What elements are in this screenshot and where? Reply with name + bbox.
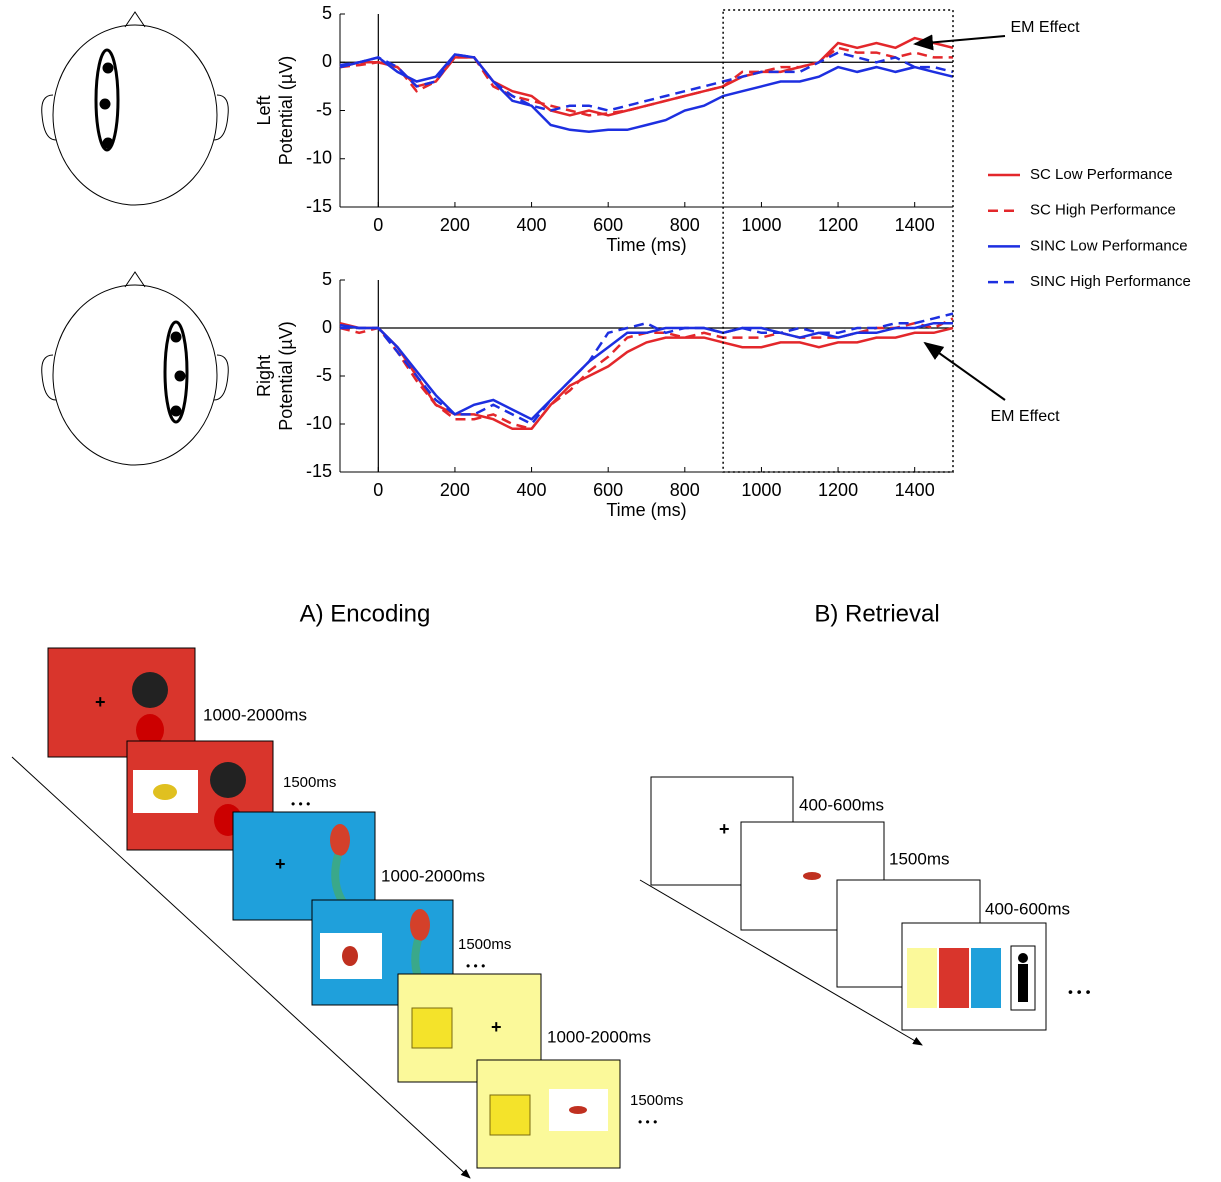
x-tick-label: 400 (517, 215, 547, 235)
ellipsis: • • • (291, 797, 310, 811)
y-tick-label: 0 (322, 51, 332, 71)
series-line (340, 53, 953, 111)
figure: A) Encoding B) Retrieval + + + + (0, 0, 1221, 1182)
annotation: EM Effect (990, 408, 1060, 425)
x-tick-label: 1400 (895, 480, 935, 500)
series-line (340, 55, 953, 132)
duration-label: 1000-2000ms (381, 866, 485, 885)
x-tick-label: 1000 (741, 480, 781, 500)
x-axis-label: Time (ms) (606, 500, 686, 520)
x-tick-label: 800 (670, 215, 700, 235)
y-tick-label: 5 (322, 3, 332, 23)
highlight-window (723, 10, 953, 472)
x-tick-label: 0 (373, 215, 383, 235)
y-axis-label: Potential (µV) (276, 56, 296, 165)
duration-label: 1500ms (283, 774, 336, 791)
panel-label: Left (254, 95, 274, 125)
encoding-screens: + + + (12, 648, 620, 1178)
ellipsis: • • • (1068, 984, 1091, 1000)
y-tick-label: -5 (316, 99, 332, 119)
x-axis-label: Time (ms) (606, 235, 686, 255)
y-tick-label: -10 (306, 413, 332, 433)
duration-label: 1000-2000ms (547, 1027, 651, 1046)
legend-label: SC High Performance (1030, 202, 1176, 219)
ellipsis: • • • (638, 1115, 657, 1129)
duration-label: 400-600ms (985, 899, 1070, 918)
duration-label: 1500ms (458, 936, 511, 953)
y-tick-label: 0 (322, 317, 332, 337)
svg-text:+: + (275, 854, 286, 874)
y-tick-label: 5 (322, 269, 332, 289)
svg-text:+: + (719, 819, 730, 839)
y-axis-label: Potential (µV) (276, 321, 296, 430)
y-tick-label: -10 (306, 148, 332, 168)
x-tick-label: 200 (440, 215, 470, 235)
series-line (340, 323, 953, 429)
line-chart: -15 -10 -5 0 5 0 200 400 600 800 1000 1200 1400 Time … (254, 269, 1060, 520)
x-tick-label: 0 (373, 480, 383, 500)
encoding-title: A) Encoding (300, 600, 431, 627)
series-line (340, 318, 953, 428)
annotation-arrow (915, 36, 1005, 44)
series-line (340, 323, 953, 419)
y-tick-label: -15 (306, 196, 332, 216)
ellipsis: • • • (466, 959, 485, 973)
series-line (340, 314, 953, 424)
x-tick-label: 600 (593, 215, 623, 235)
duration-label: 1000-2000ms (203, 705, 307, 724)
highlight-window (723, 10, 953, 472)
x-tick-label: 400 (517, 480, 547, 500)
legend-label: SC Low Performance (1030, 166, 1173, 183)
line-chart: -15 -10 -5 0 5 0 200 400 600 800 1000 1200 1400 Time … (254, 3, 1080, 255)
y-tick-label: -5 (316, 365, 332, 385)
x-tick-label: 600 (593, 480, 623, 500)
head-map-right (42, 272, 229, 465)
x-tick-label: 200 (440, 480, 470, 500)
duration-label: 1500ms (889, 849, 949, 868)
x-tick-label: 1200 (818, 480, 858, 500)
x-tick-label: 1400 (895, 215, 935, 235)
duration-label: 1500ms (630, 1092, 683, 1109)
annotation-arrow (925, 343, 1005, 400)
head-map-left (42, 12, 229, 205)
duration-label: 400-600ms (799, 795, 884, 814)
y-tick-label: -15 (306, 461, 332, 481)
legend-label: SINC Low Performance (1030, 237, 1188, 254)
x-tick-label: 800 (670, 480, 700, 500)
svg-text:+: + (491, 1017, 502, 1037)
svg-text:+: + (95, 692, 106, 712)
legend-label: SINC High Performance (1030, 273, 1191, 290)
annotation: EM Effect (1010, 19, 1080, 36)
x-tick-label: 1000 (741, 215, 781, 235)
panel-label: Right (254, 355, 274, 397)
x-tick-label: 1200 (818, 215, 858, 235)
retrieval-title: B) Retrieval (814, 600, 939, 627)
